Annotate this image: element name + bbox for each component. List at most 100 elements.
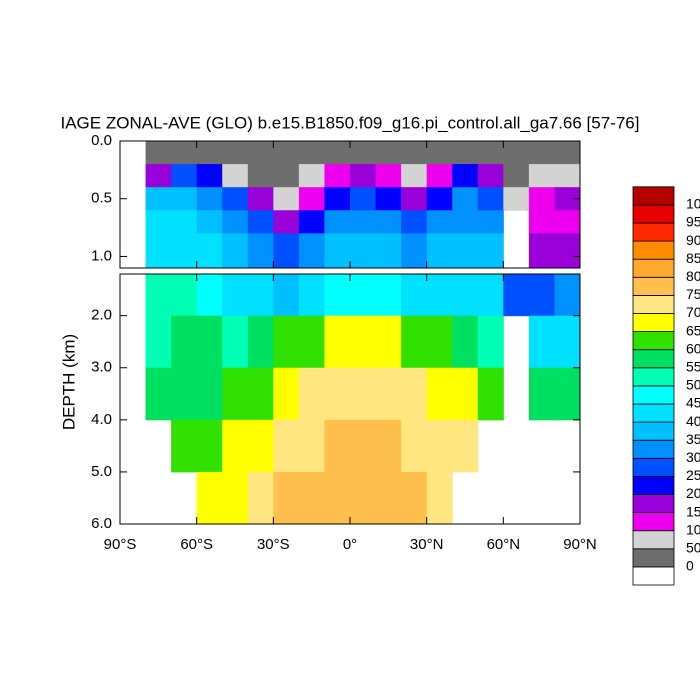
colorbar-box [632,457,675,477]
contour-cell [452,210,479,234]
contour-cell [426,164,453,188]
colorbar-box [632,240,675,260]
colorbar-label: 150 [686,503,700,519]
colorbar-box [632,566,675,586]
contour-cell [298,367,325,421]
contour-cell [222,315,249,369]
contour-cell [477,274,504,317]
colorbar-box [632,475,675,495]
contour-cell [554,233,581,269]
contour-cell [222,233,249,269]
contour-cell [528,274,555,317]
contour-cell [452,141,479,165]
contour-cell [298,141,325,165]
contour-cell [350,315,377,369]
contour-cell [222,419,249,473]
colorbar-label: 300 [686,449,700,465]
colorbar-box [632,331,675,351]
contour-cell [401,419,428,473]
colorbar-label: 650 [686,322,700,338]
colorbar-label: 950 [686,214,700,230]
contour-cell [222,471,249,525]
contour-cell [324,210,351,234]
contour-cell [426,419,453,473]
contour-cell [171,315,198,369]
contour-cell [350,367,377,421]
contour-cell [196,187,223,211]
y-axis-label: DEPTH (km) [59,334,78,430]
contour-cell [401,367,428,421]
colorbar-box [632,512,675,532]
contour-cell [452,315,479,369]
contour-cell [273,164,300,188]
contour-cell [503,187,530,211]
contour-cell [298,419,325,473]
contour-cell [145,233,172,269]
colorbar-label: 800 [686,268,700,284]
contour-cell [503,164,530,188]
colorbar-box [632,421,675,441]
y-tick-label: 0.5 [91,190,112,207]
contour-cell [426,210,453,234]
contour-cell [222,367,249,421]
contour-cell [196,419,223,473]
contour-cell [401,315,428,369]
contour-cell [273,210,300,234]
contour-cell [452,233,479,269]
contour-cell [375,187,402,211]
contour-cell [273,471,300,525]
contour-cell [401,141,428,165]
contour-cell [247,315,274,369]
contour-cell [426,187,453,211]
contour-cell [350,233,377,269]
contour-cell [375,210,402,234]
contour-cell [528,164,555,188]
contour-cell [426,471,453,525]
y-tick-label: 6.0 [91,515,112,532]
contour-cell [426,274,453,317]
colorbar-box [632,276,675,296]
contour-cell [350,141,377,165]
x-tick-label: 60°N [487,536,521,553]
colorbar-label: 1000 [686,196,700,212]
x-tick-label: 90°S [104,536,137,553]
contour-cell [503,141,530,165]
contour-cell [401,187,428,211]
contour-cell [528,233,555,269]
colorbar-label: 550 [686,359,700,375]
colorbar-label: 250 [686,467,700,483]
contour-cell [375,233,402,269]
contour-cell [247,164,274,188]
contour-cell [324,471,351,525]
contour-cell [401,164,428,188]
contour-cell [324,274,351,317]
colorbar-box [632,385,675,405]
colorbar-box [632,439,675,459]
x-tick-label: 30°N [410,536,444,553]
contour-cell [222,274,249,317]
contour-cell [375,367,402,421]
contour-cell [452,274,479,317]
contour-cell [426,315,453,369]
contour-cell [477,210,504,234]
contour-cell [171,187,198,211]
y-tick-label: 3.0 [91,359,112,376]
colorbar-label: 600 [686,340,700,356]
colorbar-label: 900 [686,232,700,248]
contour-cell [222,141,249,165]
contour-cell [171,164,198,188]
contour-cell [554,187,581,211]
contour-cell [222,187,249,211]
contour-cell [477,164,504,188]
contour-cell [401,210,428,234]
colorbar-box [632,258,675,278]
x-tick-label: 90°N [563,536,597,553]
contour-cell [324,141,351,165]
colorbar-label: 450 [686,395,700,411]
contour-cell [171,141,198,165]
contour-cell [273,274,300,317]
x-tick-label: 60°S [180,536,213,553]
contour-cell [273,315,300,369]
contour-cell [452,187,479,211]
